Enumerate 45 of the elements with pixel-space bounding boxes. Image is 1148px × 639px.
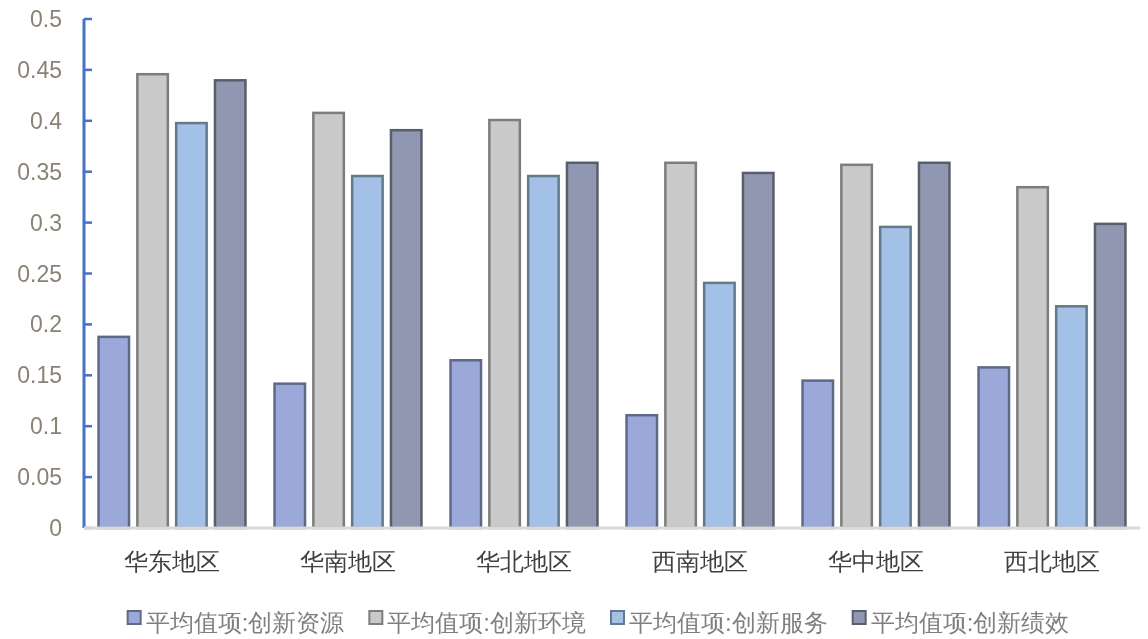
y-tick-label: 0.45 [17,56,62,83]
bar [350,174,384,530]
bar [174,121,208,530]
y-tick-label: 0.4 [30,107,63,134]
bar [664,161,698,530]
y-tick-label: 0.2 [30,311,62,338]
bar [389,128,423,530]
x-tick-label: 西南地区 [652,548,748,575]
bar [840,163,874,530]
y-tick-label: 0 [49,515,62,541]
bar [565,161,599,530]
bar [488,118,522,530]
x-tick-label: 华南地区 [300,548,396,575]
bar [449,359,483,530]
x-tick-label: 华中地区 [828,548,924,575]
legend-label: 平均值项:创新绩效 [870,609,1070,636]
bar [136,72,170,530]
y-tick-label: 0.35 [17,158,62,185]
y-tick-label: 0.25 [17,260,62,287]
legend-label: 平均值项:创新服务 [629,609,828,636]
x-tick-label: 西北地区 [1004,548,1100,575]
legend-label: 平均值项:创新环境 [387,609,586,636]
y-tick-label: 0.5 [30,6,62,32]
bar [1093,222,1127,530]
x-tick-label: 华北地区 [476,548,572,575]
bar [526,174,560,530]
x-tick-label: 华东地区 [124,548,220,575]
bar [1054,305,1088,530]
y-tick-label: 0.1 [30,413,62,440]
bar [977,366,1011,530]
bar [878,225,912,530]
legend-label: 平均值项:创新资源 [145,609,345,636]
y-tick-label: 0.05 [17,464,62,491]
bar [1016,185,1050,530]
bar [213,79,247,530]
bar [312,111,346,530]
bar [702,281,736,530]
y-tick-label: 0.15 [17,362,62,389]
bar [97,335,131,530]
bar [917,161,951,530]
bar [273,382,307,530]
y-tick-label: 0.3 [30,209,62,236]
bar [625,413,659,530]
bar [741,171,775,530]
bar [801,379,835,530]
